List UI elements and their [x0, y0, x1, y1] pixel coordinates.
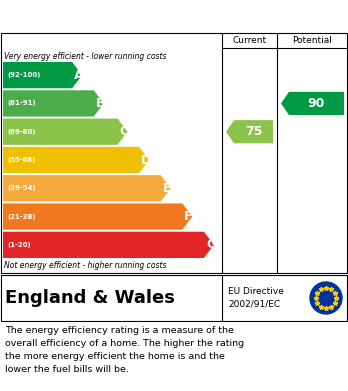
Text: Energy Efficiency Rating: Energy Efficiency Rating	[5, 9, 215, 23]
Text: (39-54): (39-54)	[7, 185, 35, 191]
Polygon shape	[226, 120, 273, 143]
Text: F: F	[184, 210, 193, 223]
Text: D: D	[141, 154, 151, 167]
Polygon shape	[3, 62, 82, 88]
Text: (21-38): (21-38)	[7, 213, 35, 220]
Polygon shape	[3, 232, 214, 258]
Text: (81-91): (81-91)	[7, 100, 35, 106]
Text: (92-100): (92-100)	[7, 72, 40, 78]
Text: G: G	[206, 239, 216, 251]
Text: (1-20): (1-20)	[7, 242, 31, 248]
Text: 75: 75	[245, 125, 262, 138]
Text: (55-68): (55-68)	[7, 157, 35, 163]
Text: 90: 90	[308, 97, 325, 110]
Polygon shape	[3, 147, 149, 173]
Polygon shape	[3, 90, 104, 117]
Text: EU Directive
2002/91/EC: EU Directive 2002/91/EC	[228, 287, 284, 309]
Text: Potential: Potential	[293, 36, 332, 45]
Text: Not energy efficient - higher running costs: Not energy efficient - higher running co…	[4, 261, 166, 270]
Text: E: E	[163, 182, 171, 195]
Polygon shape	[3, 118, 127, 145]
Polygon shape	[281, 92, 344, 115]
Text: B: B	[96, 97, 105, 110]
Text: Current: Current	[232, 36, 267, 45]
Text: England & Wales: England & Wales	[5, 289, 175, 307]
Text: A: A	[74, 69, 84, 82]
Text: The energy efficiency rating is a measure of the
overall efficiency of a home. T: The energy efficiency rating is a measur…	[5, 326, 244, 373]
Text: C: C	[119, 125, 129, 138]
Text: Very energy efficient - lower running costs: Very energy efficient - lower running co…	[4, 52, 166, 61]
Circle shape	[310, 282, 342, 314]
Text: (69-80): (69-80)	[7, 129, 35, 135]
Polygon shape	[3, 175, 171, 201]
Polygon shape	[3, 203, 192, 230]
